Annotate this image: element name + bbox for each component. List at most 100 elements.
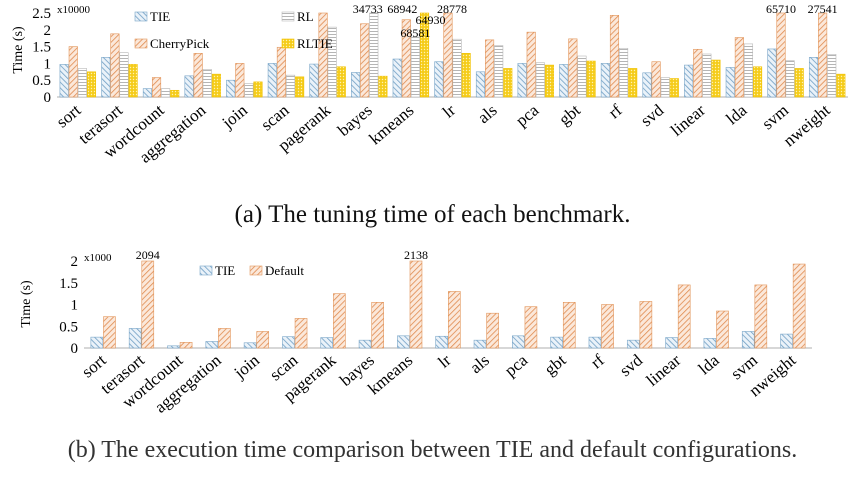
bar-rl-pagerank xyxy=(327,26,337,98)
annotation-svm-cherrypick: 65710 xyxy=(766,2,796,16)
bar-rltie-bayes xyxy=(378,75,388,98)
bar-rl-wordcount xyxy=(161,88,171,98)
bar-tie-svm xyxy=(741,331,755,349)
legend-swatch-cherrypick xyxy=(134,38,148,49)
bar-tie-pagerank xyxy=(309,63,319,98)
bar-cherrypick-wordcount xyxy=(151,77,162,98)
bar-cherrypick-aggregation xyxy=(193,53,203,98)
category-label-gbt: gbt xyxy=(555,100,584,129)
bar-default-lda xyxy=(716,310,729,349)
category-label-lda: lda xyxy=(722,100,750,128)
bar-rl-join xyxy=(244,83,254,98)
chart-b-y-axis-label: Time (s) xyxy=(19,280,34,328)
bar-rl-als xyxy=(494,45,504,98)
bar-tie-sort xyxy=(59,64,69,98)
bar-default-pca xyxy=(524,306,538,349)
y-tick-label: 0 xyxy=(44,90,52,106)
category-label-rf: rf xyxy=(605,100,626,122)
bar-tie-scan xyxy=(267,63,277,98)
bar-cherrypick-lda xyxy=(734,37,744,98)
bar-default-scan xyxy=(294,318,308,349)
annotation-bayes-rl: 34733 xyxy=(353,2,383,16)
bar-tie-pagerank xyxy=(320,337,334,349)
category-label-svd: svd xyxy=(637,100,668,130)
bar-tie-rf xyxy=(600,63,610,98)
category-label-linear: linear xyxy=(643,350,685,390)
annotation-kmeans-cherrypick: 68942 xyxy=(387,2,417,16)
bar-tie-lda xyxy=(703,338,717,349)
bar-rl-svd xyxy=(660,77,670,98)
legend-swatch-tie xyxy=(199,265,213,276)
annotation-kmeans-rltie: 64930 xyxy=(416,13,446,27)
bar-default-aggregation xyxy=(218,328,231,349)
bar-rltie-rf xyxy=(628,68,638,98)
bar-rltie-scan xyxy=(295,76,305,98)
bar-tie-kmeans xyxy=(397,335,410,349)
bar-rltie-pagerank xyxy=(336,66,346,98)
bar-rl-lda xyxy=(743,43,754,98)
bar-tie-svd xyxy=(626,339,640,349)
bar-tie-linear xyxy=(684,64,694,98)
bar-default-svd xyxy=(639,301,653,349)
bar-rl-nweight xyxy=(827,54,837,98)
bar-tie-pca xyxy=(517,63,527,98)
category-label-lr: lr xyxy=(439,100,459,121)
chart-a-bars xyxy=(59,12,846,98)
category-label-lda: lda xyxy=(695,350,723,378)
legend-label-tie: TIE xyxy=(215,263,235,278)
y-tick-label: 2 xyxy=(71,254,79,270)
chart-a-scale-note: x10000 xyxy=(57,4,91,16)
y-tick-label: 1 xyxy=(44,56,52,72)
legend-swatch-tie xyxy=(134,11,148,22)
bar-tie-aggregation xyxy=(205,341,219,349)
y-tick-label: 1.5 xyxy=(32,40,51,56)
category-label-kmeans: kmeans xyxy=(365,101,417,149)
bar-cherrypick-pagerank xyxy=(318,12,328,98)
bar-default-lr xyxy=(447,291,461,349)
bar-tie-lr xyxy=(435,335,449,349)
bar-tie-join xyxy=(243,342,257,349)
legend-swatch-rltie xyxy=(281,38,295,49)
category-label-join: join xyxy=(230,350,264,383)
bar-rltie-kmeans xyxy=(419,12,430,98)
category-label-als: als xyxy=(466,351,493,378)
bar-default-gbt xyxy=(562,302,576,349)
bar-cherrypick-join xyxy=(235,63,245,98)
chart-b-annotations: 2094 2138 xyxy=(136,248,428,262)
bar-tie-linear xyxy=(665,337,678,349)
chart-b-bars xyxy=(90,260,806,349)
bar-rltie-pca xyxy=(544,64,554,98)
chart-a-legend: TIE CherryPick RL RLTIE xyxy=(134,9,333,51)
bar-rltie-svm xyxy=(794,68,804,98)
legend-swatch-default xyxy=(249,265,263,276)
bar-rl-svm xyxy=(785,60,795,98)
bar-tie-lr xyxy=(434,61,444,98)
category-label-pca: pca xyxy=(512,100,543,130)
bar-rltie-aggregation xyxy=(211,73,221,98)
y-tick-label: 2 xyxy=(44,23,52,39)
bar-default-als xyxy=(486,312,499,349)
bar-rltie-lda xyxy=(753,66,763,98)
chart-b-scale-note: x1000 xyxy=(84,252,112,264)
bar-cherrypick-scan xyxy=(276,46,286,98)
bar-cherrypick-svm xyxy=(776,12,786,98)
bar-rltie-join xyxy=(253,81,263,98)
bar-cherrypick-als xyxy=(485,39,495,98)
bar-cherrypick-kmeans xyxy=(401,19,411,98)
annotation-lr-cherrypick: 28778 xyxy=(437,2,467,16)
bar-rltie-wordcount xyxy=(170,89,180,98)
bar-rl-aggregation xyxy=(202,69,212,98)
bar-default-kmeans xyxy=(409,260,423,349)
bar-rltie-svd xyxy=(669,78,679,98)
bar-default-wordcount xyxy=(179,342,193,349)
bar-rl-linear xyxy=(702,53,712,98)
bar-tie-join xyxy=(226,79,236,98)
chart-b-legend: TIE Default xyxy=(199,263,304,278)
bar-cherrypick-nweight xyxy=(818,12,828,98)
legend-label-cherrypick: CherryPick xyxy=(150,36,210,51)
caption-a: (a) The tuning time of each benchmark. xyxy=(234,201,631,228)
bar-tie-terasort xyxy=(128,328,142,349)
bar-tie-bayes xyxy=(358,339,372,349)
bar-cherrypick-bayes xyxy=(360,23,370,98)
